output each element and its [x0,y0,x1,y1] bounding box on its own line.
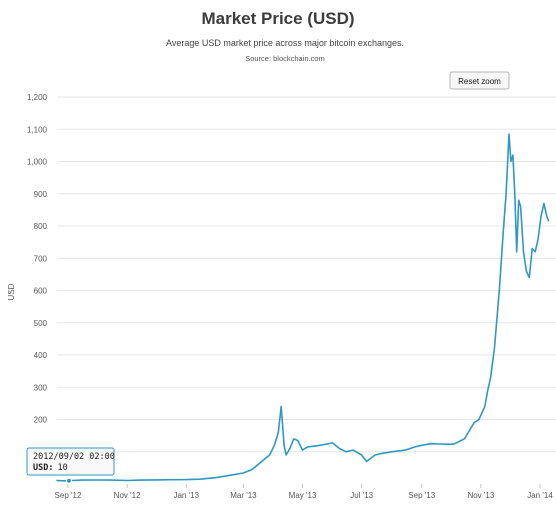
tooltip-value: 10 [57,463,67,473]
chart-title: Market Price (USD) [201,9,354,28]
x-tick-label: Nov '13 [467,491,494,500]
chart-source: Source: blockchain.com [245,54,325,63]
reset-zoom-button-label[interactable]: Reset zoom [458,77,501,86]
tooltip: 2012/09/02 02:00 USD: 10 [26,447,115,484]
y-tick-label: 700 [34,254,48,263]
reset-zoom-button[interactable]: Reset zoom [449,71,510,90]
y-axis-ticks: 1002003004005006007008009001,0001,1001,2… [27,93,48,457]
y-tick-label: 1,100 [27,125,48,134]
x-tick-label: Sep '12 [55,491,82,500]
x-tick-label: Nov '12 [114,491,141,500]
x-tick-label: Mar '13 [230,491,257,500]
series [56,133,550,482]
y-tick-label: 900 [34,190,48,199]
y-tick-label: 500 [34,319,48,328]
x-axis-ticks: Sep '12 Nov '12 Jan '13 Mar '13 May '13 Jul '… [55,484,553,500]
chart-subtitle: Average USD market price across major bi… [166,38,404,48]
reset-zoom-button-bg[interactable] [449,71,510,90]
y-tick-label: 1,200 [27,93,48,102]
tooltip-box [26,447,115,476]
series-line[interactable] [56,133,550,482]
y-tick-label: 1,000 [27,158,48,167]
x-tick-label: Jul '13 [350,491,373,500]
tooltip-value-line: USD: 10 [33,463,68,473]
tooltip-date: 2012/09/02 02:00 [33,452,115,462]
y-axis-label: USD [7,283,16,300]
x-tick-label: Sep '13 [408,491,435,500]
y-tick-label: 300 [34,383,48,392]
x-tick-label: May '13 [289,491,317,500]
x-tick-label: Jan '13 [173,491,199,500]
x-tick-label: Jan '14 [527,491,553,500]
grid [57,96,556,453]
y-tick-label: 800 [34,222,48,231]
y-tick-label: 600 [34,287,48,296]
y-tick-label: 400 [34,351,48,360]
tooltip-label: USD: [33,463,53,473]
tooltip-point-marker [65,477,72,484]
y-tick-label: 200 [34,416,48,425]
